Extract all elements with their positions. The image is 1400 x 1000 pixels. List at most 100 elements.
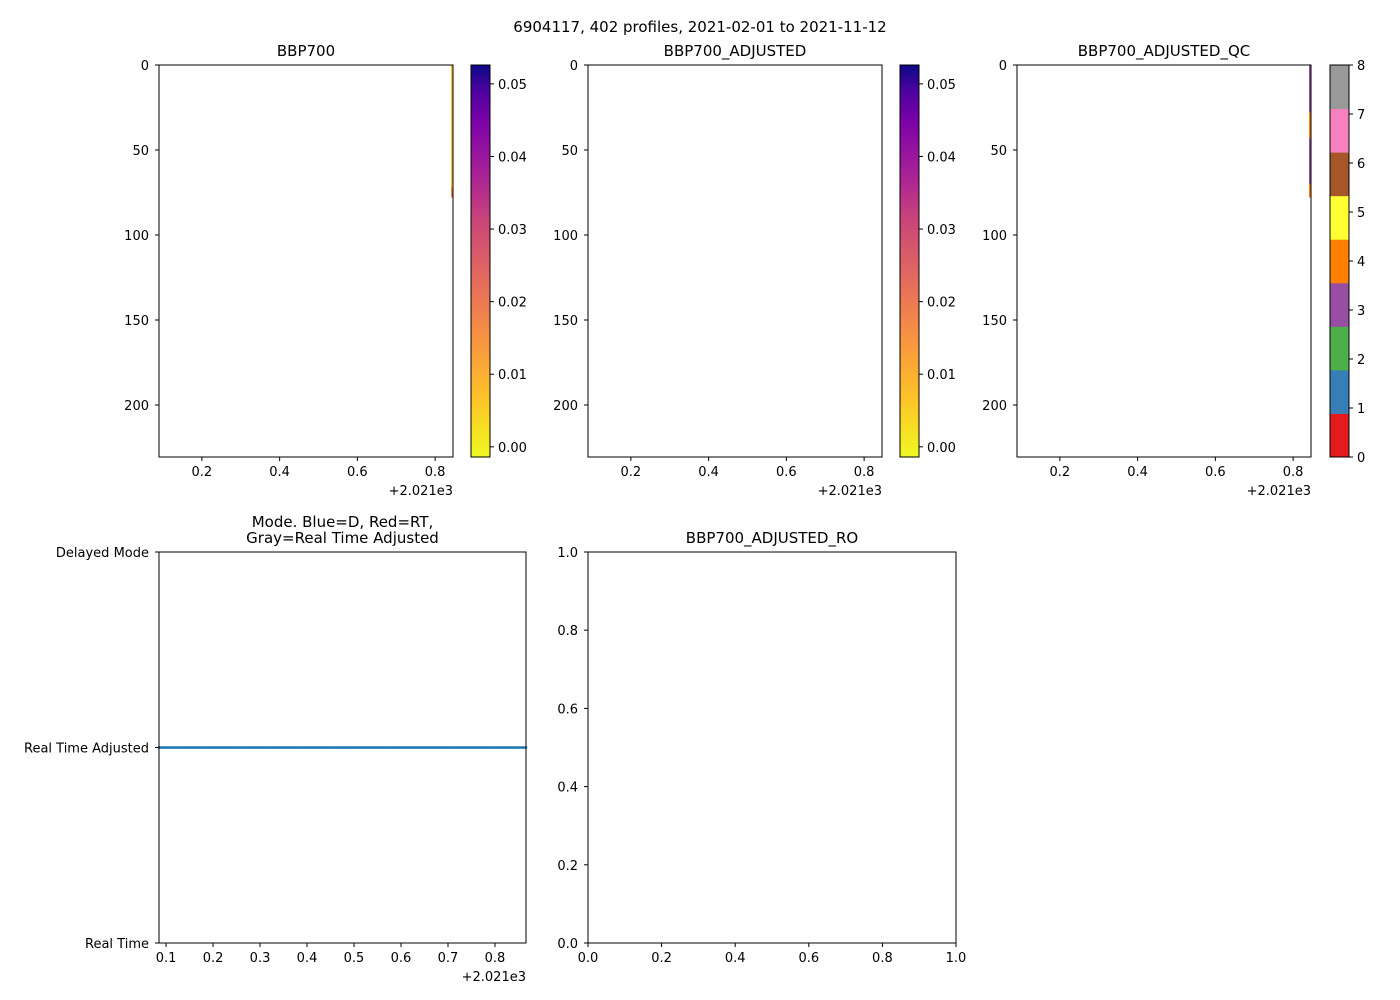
colorbar-segment [1330,413,1349,458]
colorbar-tick-label: 0.00 [927,441,956,456]
colorbar-segment [1330,195,1349,240]
colorbar-tick-label: 0.03 [498,223,527,238]
y-tick-label: 0 [570,59,578,74]
subplot-title: BBP700_ADJUSTED_RO [686,529,858,548]
x-tick-label: 0.6 [347,465,368,480]
x-tick-label: 0.0 [578,951,599,966]
x-tick-label: 0.1 [156,951,177,966]
colorbar-segment [1330,282,1349,327]
y-tick-label: 100 [553,229,578,244]
subplot-3: BBP700_ADJUSTED_QC 0.2 0.4 0.6 0.8 +2.021e3 0 5… [982,42,1365,499]
heatmap-cell [1309,65,1311,113]
colorbar-tick-label: 0.02 [927,296,956,311]
x-tick-label: 0.8 [485,951,506,966]
axes-frame [587,64,883,458]
x-tick-label: 0.6 [798,951,819,966]
colorbar-frame [470,64,491,458]
x-tick-label: 0.2 [192,465,213,480]
heatmap-cell [451,65,453,198]
x-tick-label: 0.2 [203,951,224,966]
colorbar-tick-label: 0.02 [498,296,527,311]
subplot-5: BBP700_ADJUSTED_RO 0.0 0.2 0.4 0.6 0.8 1.0 0.0 0… [557,529,966,966]
figure-title: 6904117, 402 profiles, 2021-02-01 to 202… [513,18,886,36]
colorbar-segment [1330,152,1349,197]
colorbar-tick-label: 6 [1357,157,1365,172]
heatmap-cell [451,187,453,198]
heatmap-cell [1309,112,1311,139]
colorbar-segment [1330,326,1349,371]
y-tick-label: 100 [982,229,1007,244]
colorbar-tick-label: 4 [1357,255,1365,270]
colorbar-segment [1330,239,1349,284]
y-tick-label: 0.8 [557,624,578,639]
x-tick-label: 0.4 [297,951,318,966]
x-tick-label: 1.0 [946,951,967,966]
y-tick-label: 150 [982,314,1007,329]
y-tick-label: 0.6 [557,702,578,717]
colorbar: 0.00 0.01 0.02 0.03 0.04 0.05 [470,64,527,458]
colorbar-tick-label: 0.04 [498,150,527,165]
x-tick-label: 0.8 [1283,465,1304,480]
heatmap-cell [1309,183,1311,198]
y-tick-label: Real Time [85,937,149,952]
colorbar-tick-label: 0.05 [498,78,527,93]
x-tick-label: 0.4 [1127,465,1148,480]
colorbar-tick-label: 5 [1357,206,1365,221]
x-offset-label: +2.021e3 [1247,484,1311,499]
y-tick-label: 200 [982,399,1007,414]
y-tick-label: 0.4 [557,781,578,796]
x-tick-label: 0.3 [250,951,271,966]
y-tick-label: 150 [553,314,578,329]
colorbar-tick-label: 0.00 [498,441,527,456]
colorbar-segment [1330,65,1349,110]
colorbar-tick-label: 0.05 [927,78,956,93]
y-tick-label: 200 [124,399,149,414]
x-tick-label: 0.2 [651,951,672,966]
subplot-title: Mode. Blue=D, Red=RT, [252,513,434,531]
x-tick-label: 0.2 [621,465,642,480]
colorbar-tick-label: 0.01 [498,368,527,383]
subplot-4: Mode. Blue=D, Red=RT,Gray=Real Time Adju… [24,513,528,985]
colorbar: 0 1 2 3 4 5 6 7 8 [1329,59,1365,466]
x-tick-label: 0.8 [425,465,446,480]
colorbar-tick-label: 0.03 [927,223,956,238]
subplot-title-line2: Gray=Real Time Adjusted [246,529,439,547]
y-tick-label: 0 [141,59,149,74]
colorbar-tick-label: 1 [1357,402,1365,417]
x-tick-label: 0.7 [438,951,459,966]
colorbar-tick-label: 3 [1357,304,1365,319]
y-tick-label: 50 [132,144,149,159]
y-tick-label: 50 [990,144,1007,159]
colorbar-tick-label: 7 [1357,108,1365,123]
y-tick-label: 1.0 [557,546,578,561]
y-tick-label: 0 [999,59,1007,74]
subplot-title: BBP700_ADJUSTED_QC [1078,42,1250,61]
axes-frame [158,64,454,458]
y-tick-label: 100 [124,229,149,244]
y-tick-label: 0.0 [557,937,578,952]
colorbar-tick-label: 0 [1357,451,1365,466]
colorbar: 0.00 0.01 0.02 0.03 0.04 0.05 [899,64,956,458]
y-tick-label: 200 [553,399,578,414]
x-tick-label: 0.4 [698,465,719,480]
colorbar-tick-label: 8 [1357,59,1365,74]
y-tick-label: 0.2 [557,859,578,874]
colorbar-segment [1330,369,1349,414]
subplot-title: BBP700 [277,42,335,60]
x-tick-label: 0.6 [776,465,797,480]
subplot-2: BBP700_ADJUSTED 0.2 0.4 0.6 0.8 +2.021e3 0 50 10… [553,42,956,499]
x-tick-label: 0.4 [269,465,290,480]
x-tick-label: 0.5 [344,951,365,966]
colorbar-tick-label: 0.04 [927,150,956,165]
x-tick-label: 0.8 [872,951,893,966]
x-offset-label: +2.021e3 [818,484,882,499]
colorbar-gradient [900,65,919,457]
x-tick-label: 0.6 [1205,465,1226,480]
colorbar-segment [1330,108,1349,153]
axes-frame [1016,64,1312,458]
axes-frame [587,551,957,944]
colorbar-tick-label: 0.01 [927,368,956,383]
subplot-title: BBP700_ADJUSTED [664,42,807,61]
x-tick-label: 0.2 [1050,465,1071,480]
